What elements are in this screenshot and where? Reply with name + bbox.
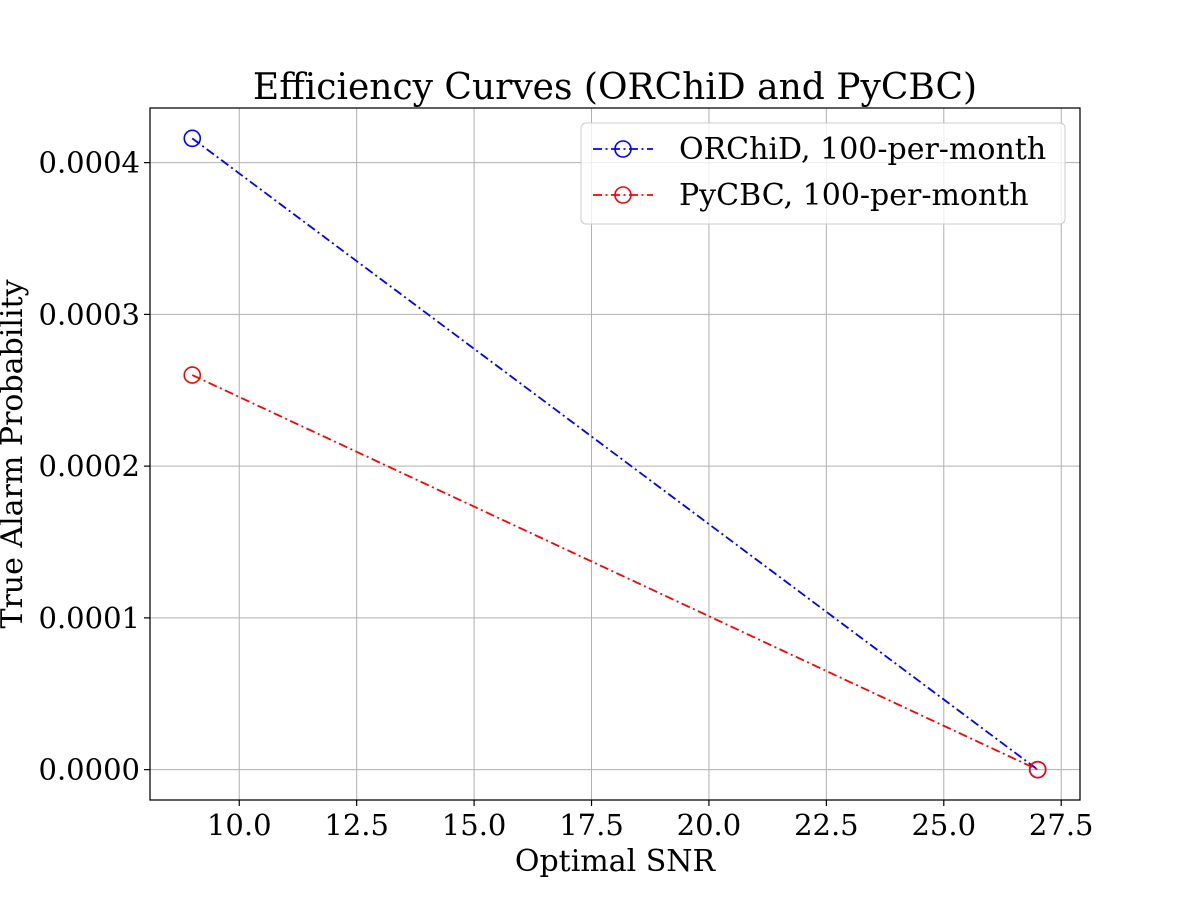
x-tick-label: 17.5 [559, 808, 624, 842]
y-tick-label: 0.0004 [39, 146, 140, 180]
legend-marker-1 [614, 186, 632, 204]
series-line-1 [191, 374, 1039, 771]
y-tick-label: 0.0000 [39, 753, 140, 787]
legend-marker-0 [614, 140, 632, 158]
plot-series [183, 129, 1047, 779]
legend: ORChiD, 100-per-month PyCBC, 100-per-mont… [580, 122, 1066, 225]
x-tick-label: 12.5 [324, 808, 389, 842]
data-point [1028, 760, 1047, 779]
legend-label-0: ORChiD, 100-per-month [679, 132, 1046, 167]
x-tick-label: 22.5 [794, 808, 859, 842]
data-point [183, 129, 202, 148]
series-line-0 [191, 137, 1039, 771]
y-axis-ticks: 0.0000 0.0001 0.0002 0.0003 0.0004 [39, 146, 150, 787]
legend-label-1: PyCBC, 100-per-month [679, 178, 1029, 213]
x-tick-label: 27.5 [1029, 808, 1094, 842]
y-axis-label: True Alarm Probability [0, 279, 30, 628]
y-tick-label: 0.0002 [39, 449, 140, 483]
x-tick-label: 20.0 [677, 808, 742, 842]
y-tick-label: 0.0003 [39, 297, 140, 331]
y-tick-label: 0.0001 [39, 601, 140, 635]
chart-title: Efficiency Curves (ORChiD and PyCBC) [253, 67, 977, 108]
x-tick-label: 10.0 [207, 808, 272, 842]
x-tick-label: 25.0 [911, 808, 976, 842]
x-tick-label: 15.0 [442, 808, 507, 842]
x-axis-label: Optimal SNR [515, 844, 717, 879]
legend-frame [580, 122, 1066, 225]
plot-area-frame [149, 107, 1081, 801]
data-point [183, 366, 202, 384]
x-axis-ticks: 10.0 12.5 15.0 17.5 20.0 22.5 25.0 27.5 [207, 800, 1094, 842]
